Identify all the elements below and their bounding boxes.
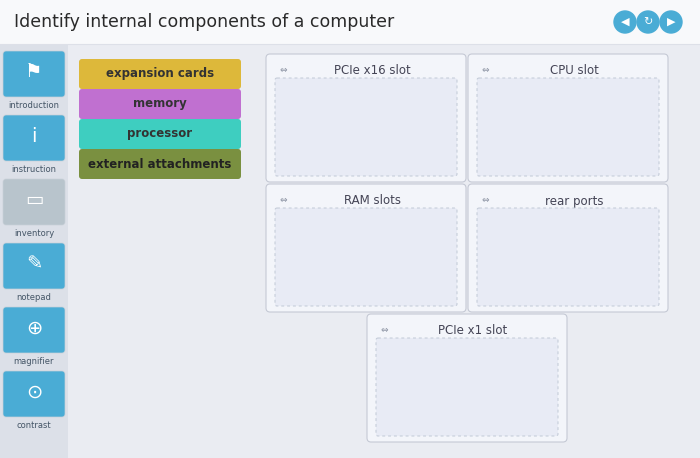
FancyBboxPatch shape — [468, 54, 668, 182]
FancyBboxPatch shape — [367, 314, 567, 442]
Text: PCIe x1 slot: PCIe x1 slot — [438, 325, 508, 338]
Text: ⇔: ⇔ — [482, 66, 489, 76]
Text: PCIe x16 slot: PCIe x16 slot — [334, 65, 410, 77]
FancyBboxPatch shape — [266, 184, 466, 312]
Text: ⊕: ⊕ — [26, 318, 42, 338]
FancyBboxPatch shape — [477, 78, 659, 176]
FancyBboxPatch shape — [3, 51, 65, 97]
Text: ⇔: ⇔ — [482, 196, 489, 206]
Text: ↻: ↻ — [643, 17, 652, 27]
Text: rear ports: rear ports — [545, 195, 603, 207]
Text: i: i — [32, 126, 36, 146]
Text: processor: processor — [127, 127, 192, 141]
Text: notepad: notepad — [17, 294, 51, 302]
FancyBboxPatch shape — [3, 115, 65, 161]
Text: ⚑: ⚑ — [25, 62, 43, 82]
Text: ⊙: ⊙ — [26, 382, 42, 402]
FancyBboxPatch shape — [3, 307, 65, 353]
FancyBboxPatch shape — [3, 371, 65, 417]
FancyBboxPatch shape — [477, 208, 659, 306]
Text: ⇔: ⇔ — [380, 327, 388, 336]
FancyBboxPatch shape — [79, 149, 241, 179]
FancyBboxPatch shape — [3, 179, 65, 225]
Text: instruction: instruction — [11, 165, 57, 174]
Text: CPU slot: CPU slot — [550, 65, 598, 77]
Circle shape — [614, 11, 636, 33]
Text: ⇔: ⇔ — [279, 196, 287, 206]
Text: ◀: ◀ — [621, 17, 629, 27]
Text: magnifier: magnifier — [14, 358, 55, 366]
Text: memory: memory — [133, 98, 187, 110]
Text: ⇔: ⇔ — [279, 66, 287, 76]
FancyBboxPatch shape — [275, 78, 457, 176]
Text: contrast: contrast — [17, 421, 51, 431]
Text: RAM slots: RAM slots — [344, 195, 400, 207]
FancyBboxPatch shape — [79, 119, 241, 149]
Text: ✎: ✎ — [26, 255, 42, 273]
FancyBboxPatch shape — [79, 59, 241, 89]
Text: external attachments: external attachments — [88, 158, 232, 170]
FancyBboxPatch shape — [0, 0, 700, 44]
Text: ▭: ▭ — [25, 191, 43, 209]
FancyBboxPatch shape — [275, 208, 457, 306]
FancyBboxPatch shape — [266, 54, 466, 182]
Circle shape — [637, 11, 659, 33]
Text: inventory: inventory — [14, 229, 54, 239]
Circle shape — [660, 11, 682, 33]
Text: Identify internal components of a computer: Identify internal components of a comput… — [14, 13, 394, 31]
Text: introduction: introduction — [8, 102, 60, 110]
FancyBboxPatch shape — [79, 89, 241, 119]
FancyBboxPatch shape — [3, 243, 65, 289]
Text: expansion cards: expansion cards — [106, 67, 214, 81]
FancyBboxPatch shape — [0, 44, 68, 458]
FancyBboxPatch shape — [376, 338, 558, 436]
FancyBboxPatch shape — [468, 184, 668, 312]
Text: ▶: ▶ — [666, 17, 676, 27]
